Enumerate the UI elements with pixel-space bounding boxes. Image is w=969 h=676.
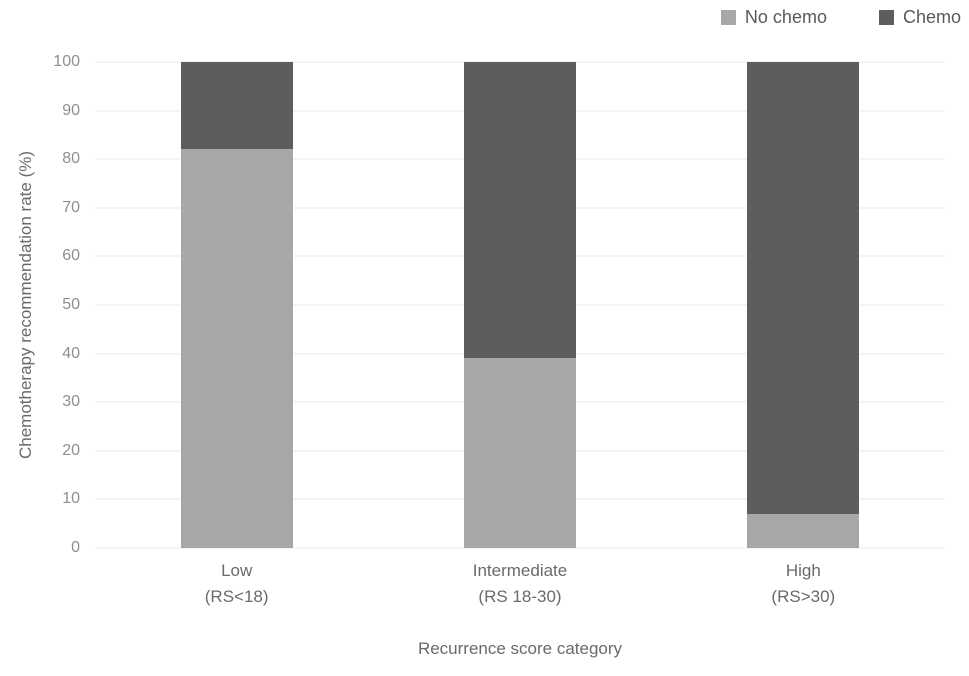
y-tick-label: 30 (62, 393, 80, 411)
bar-slot (378, 62, 661, 548)
y-tick-label: 80 (62, 150, 80, 168)
y-tick-label: 40 (62, 344, 80, 362)
legend-item-chemo: Chemo (878, 7, 961, 28)
bars (95, 62, 945, 548)
bar-segment-chemo (747, 62, 860, 514)
category-range: (RS 18-30) (478, 587, 562, 607)
x-tick-label: Low (RS<18) (95, 558, 378, 611)
legend: No chemo Chemo (720, 7, 961, 28)
category-range: (RS>30) (771, 587, 836, 607)
bar-segment-no-chemo (180, 149, 293, 548)
category-range: (RS<18) (204, 587, 269, 607)
bar-segment-no-chemo (463, 358, 576, 548)
gridline (95, 547, 945, 549)
legend-swatch-chemo (878, 10, 894, 25)
y-tick-labels: 0 10 20 30 40 50 60 70 80 90 100 (0, 54, 80, 556)
legend-label-no-chemo: No chemo (744, 7, 827, 27)
bar-segment-chemo (180, 62, 293, 150)
category-name: Intermediate (472, 561, 568, 580)
legend-label-chemo: Chemo (902, 7, 961, 27)
bar-high (747, 62, 860, 548)
y-tick-label: 20 (62, 441, 80, 459)
x-axis-title: Recurrence score category (417, 639, 623, 658)
y-tick-label: 90 (62, 101, 80, 119)
legend-swatch-no-chemo (720, 10, 736, 25)
x-tick-label: Intermediate (RS 18-30) (378, 558, 661, 611)
legend-item-no-chemo: No chemo (720, 7, 827, 28)
y-tick-label: 60 (62, 247, 80, 265)
y-tick-label: 50 (62, 296, 80, 313)
bar-segment-chemo (463, 62, 576, 359)
plot-area (95, 61, 945, 549)
x-tick-label: High (RS>30) (662, 558, 945, 611)
y-tick-label: 100 (53, 53, 80, 70)
bar-segment-no-chemo (747, 513, 860, 548)
bar-intermediate (463, 62, 576, 548)
category-name: High (785, 561, 821, 580)
y-tick-label: 70 (62, 198, 80, 216)
y-tick-label: 0 (71, 539, 80, 556)
bar-slot (662, 62, 945, 548)
y-tick-label: 10 (62, 490, 80, 508)
bar-low (180, 62, 293, 548)
bar-slot (95, 62, 378, 548)
category-name: Low (221, 561, 253, 580)
x-tick-labels: Low (RS<18) Intermediate (RS 18-30) High (RS>… (95, 558, 945, 611)
gridline (95, 61, 945, 63)
